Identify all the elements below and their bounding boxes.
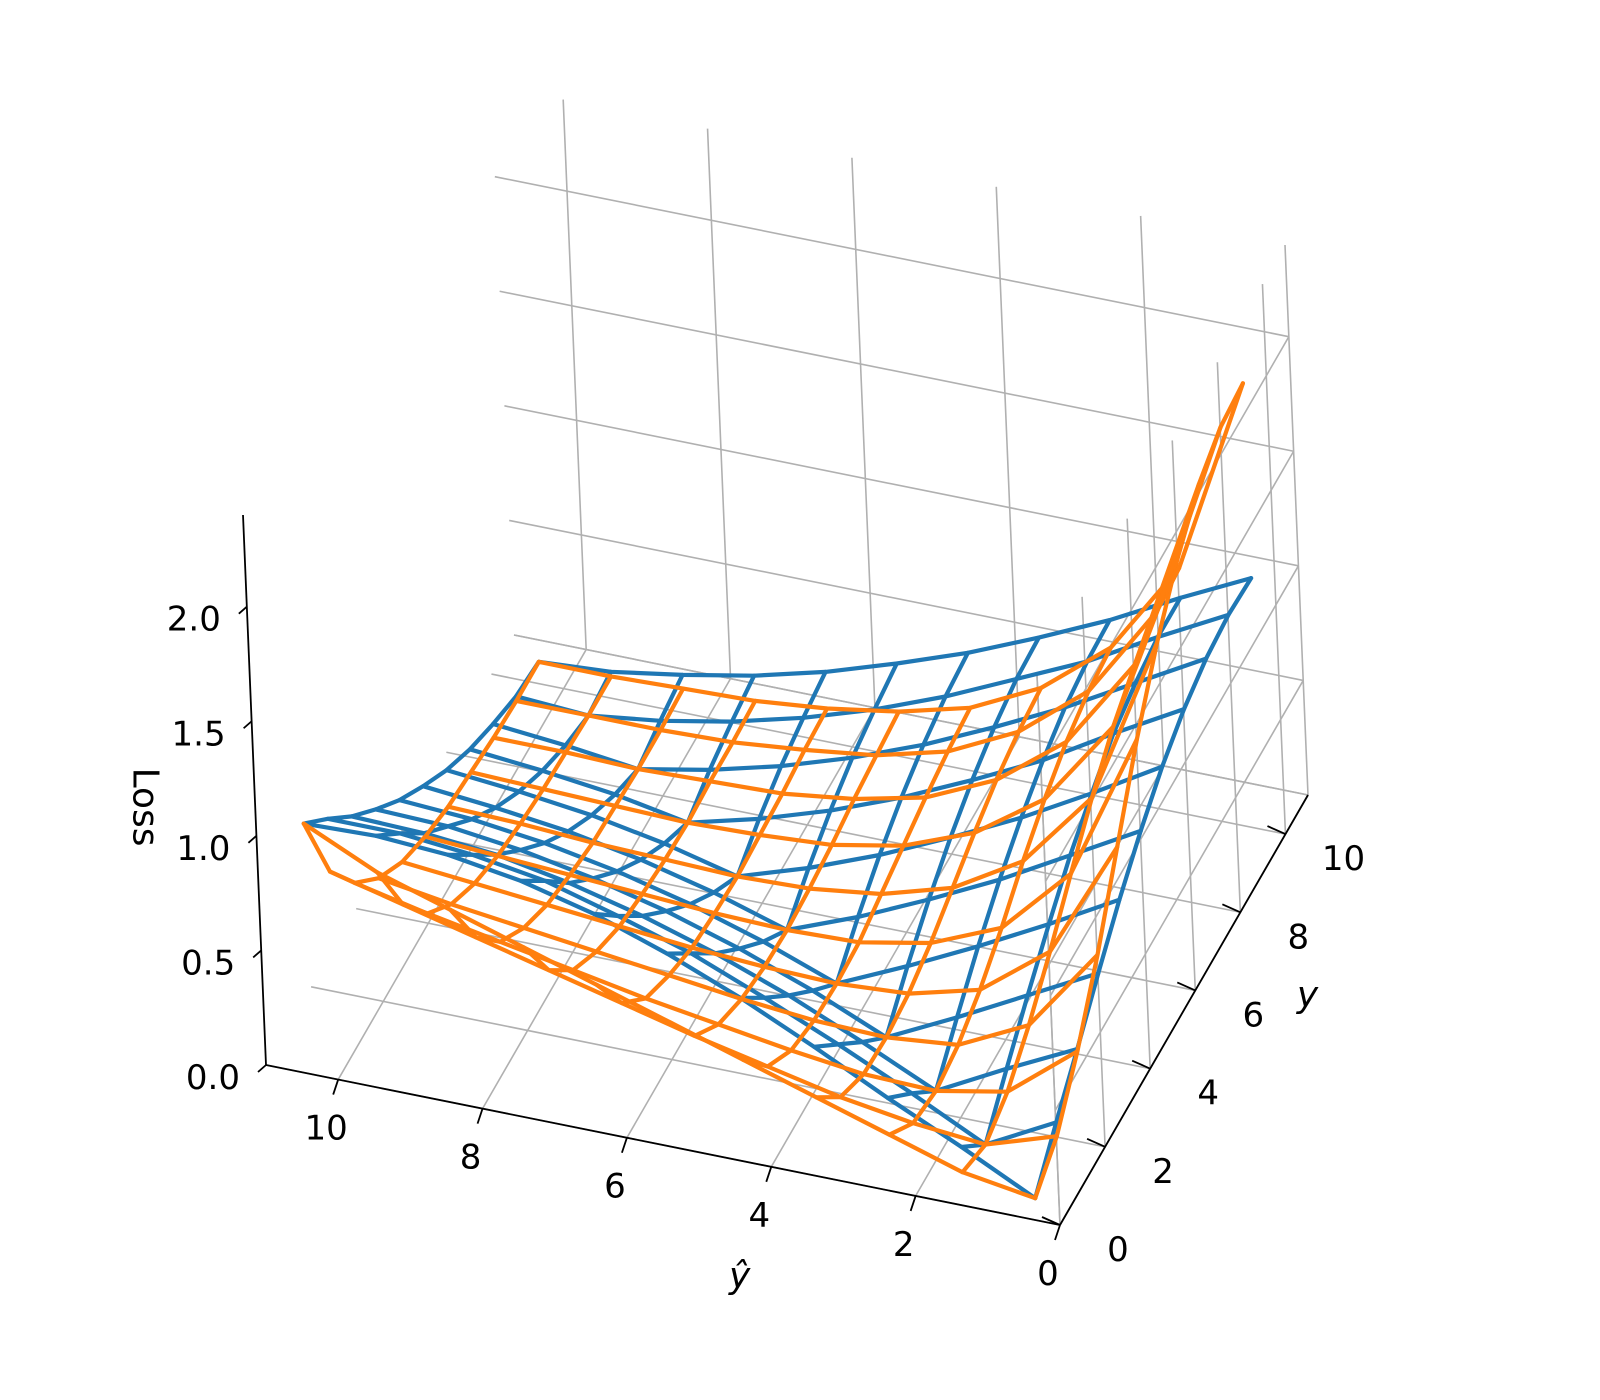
pane-edge bbox=[513, 634, 1309, 796]
y-tick-label: 2 bbox=[1152, 1152, 1174, 1192]
gridline bbox=[494, 175, 1289, 338]
surface-series-1 bbox=[301, 381, 1245, 1201]
x-tick-mark bbox=[1054, 1224, 1061, 1241]
x-tick-label: 8 bbox=[460, 1138, 482, 1178]
wire-line bbox=[400, 844, 1120, 996]
wire-line bbox=[376, 876, 1100, 1047]
y-tick-label: 8 bbox=[1288, 917, 1310, 957]
y-tick-mark bbox=[1267, 825, 1286, 835]
wire-line bbox=[467, 707, 1187, 825]
y-axis-line bbox=[1059, 794, 1309, 1226]
y-tick-mark bbox=[1176, 981, 1196, 992]
gridline bbox=[310, 986, 1106, 1148]
x-tick-label: 4 bbox=[748, 1196, 770, 1236]
x-tick-mark bbox=[909, 1195, 917, 1212]
y-tick-mark bbox=[1041, 1216, 1061, 1226]
y-tick-label: 4 bbox=[1197, 1074, 1219, 1114]
x-tick-mark bbox=[765, 1166, 773, 1183]
z-axis-label: Loss bbox=[125, 768, 166, 847]
x-tick-label: 10 bbox=[305, 1109, 348, 1149]
wireframe-surfaces bbox=[301, 381, 1254, 1201]
gridline bbox=[1054, 680, 1304, 1111]
x-tick-mark bbox=[332, 1079, 340, 1095]
wire-line bbox=[444, 764, 1165, 879]
gridline bbox=[1139, 215, 1165, 766]
surface-series-0 bbox=[301, 576, 1254, 1201]
wire-line bbox=[741, 705, 973, 1069]
y-tick-mark bbox=[1131, 1059, 1151, 1070]
gridline bbox=[504, 405, 1299, 567]
x-tick-label: 2 bbox=[893, 1225, 915, 1265]
x-tick-label: 0 bbox=[1037, 1254, 1059, 1294]
wire-line bbox=[397, 798, 1122, 986]
y-tick-label: 10 bbox=[1322, 839, 1365, 879]
x-axis-line bbox=[265, 1064, 1061, 1226]
gridline bbox=[851, 157, 876, 708]
gridline bbox=[562, 99, 587, 650]
wire-line bbox=[468, 555, 1180, 848]
wire-line bbox=[491, 482, 1201, 802]
z-tick-mark bbox=[247, 835, 258, 844]
gridline bbox=[995, 186, 1021, 737]
z-tick-label: 1.5 bbox=[172, 714, 226, 754]
z-tick-label: 0.0 bbox=[186, 1058, 240, 1098]
axis-labels: ŷ y Loss bbox=[125, 768, 1319, 1297]
wire-line bbox=[301, 659, 541, 826]
gridline bbox=[1284, 244, 1309, 796]
wire-line bbox=[536, 381, 1245, 714]
gridline bbox=[1049, 565, 1300, 997]
wire-line bbox=[446, 640, 1160, 897]
x-tick-label: 6 bbox=[604, 1167, 626, 1207]
z-tick-label: 2.0 bbox=[167, 600, 221, 640]
x-tick-mark bbox=[476, 1108, 484, 1124]
gridline bbox=[509, 519, 1304, 682]
z-axis-line bbox=[242, 514, 267, 1066]
wire-line bbox=[325, 816, 1059, 1147]
gridline bbox=[481, 678, 732, 1110]
z-tick-label: 1.0 bbox=[176, 829, 230, 869]
wire-line bbox=[327, 869, 1059, 1147]
wire-line bbox=[514, 424, 1223, 758]
y-tick-mark bbox=[1086, 1137, 1106, 1148]
z-tick-mark bbox=[243, 720, 253, 729]
y-tick-mark bbox=[1221, 903, 1241, 914]
x-axis-label: ŷ bbox=[728, 1255, 751, 1296]
gridline bbox=[706, 128, 732, 679]
z-tick-mark bbox=[238, 605, 248, 615]
wire-line bbox=[536, 576, 1254, 678]
wire-line bbox=[423, 737, 1139, 946]
wire-line bbox=[491, 656, 1209, 772]
wire-line bbox=[301, 821, 1038, 1201]
y-axis-label: y bbox=[1296, 975, 1319, 1016]
y-tick-label: 0 bbox=[1107, 1230, 1129, 1270]
z-tick-mark bbox=[257, 1064, 267, 1073]
y-tick-label: 6 bbox=[1242, 995, 1264, 1035]
wire-line bbox=[352, 880, 1080, 1094]
wire-line bbox=[301, 821, 1038, 1201]
gridline bbox=[337, 649, 587, 1080]
wire-line bbox=[373, 807, 1101, 1040]
z-tick-mark bbox=[252, 949, 262, 959]
x-tick-mark bbox=[621, 1137, 628, 1154]
z-tick-label: 0.5 bbox=[181, 943, 235, 983]
gridline bbox=[499, 290, 1294, 453]
